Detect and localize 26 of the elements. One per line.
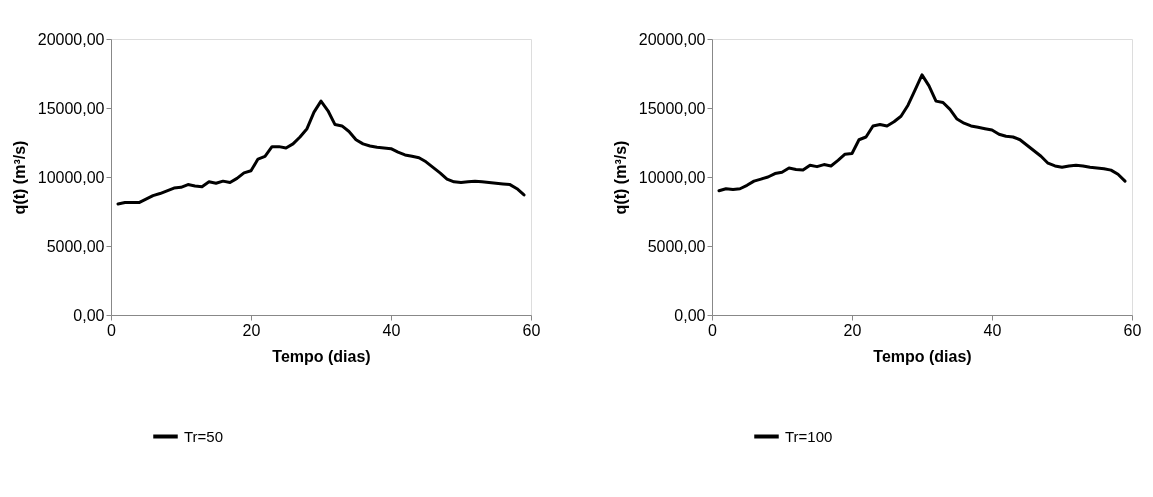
x-tick-label: 0 [708,321,718,339]
y-tick-label: 20000,00 [638,30,706,48]
y-tick-label: 0,00 [73,306,105,324]
y-tick-label: 10000,00 [37,168,105,186]
y-axis-title: q(t) (m³/s) [10,140,28,215]
legend-label: Tr=100 [785,427,833,445]
x-tick-label: 40 [983,321,1002,339]
legend-label: Tr=50 [184,427,224,445]
y-tick-label: 15000,00 [37,99,105,117]
x-tick-label: 60 [522,321,541,339]
x-tick-label: 20 [242,321,261,339]
x-tick-label: 0 [107,321,117,339]
x-axis-title: Tempo (dias) [873,347,972,365]
line-series [116,99,526,206]
line-series [717,73,1127,193]
x-tick-label: 40 [382,321,401,339]
x-tick-label: 20 [843,321,862,339]
y-tick-label: 10000,00 [638,168,706,186]
x-axis-title: Tempo (dias) [272,347,371,365]
y-tick-label: 0,00 [674,306,706,324]
x-tick-label: 60 [1123,321,1142,339]
y-tick-label: 5000,00 [46,237,105,255]
y-tick-label: 5000,00 [647,237,706,255]
y-tick-label: 20000,00 [37,30,105,48]
y-axis-title: q(t) (m³/s) [611,140,629,215]
y-tick-label: 15000,00 [638,99,706,117]
